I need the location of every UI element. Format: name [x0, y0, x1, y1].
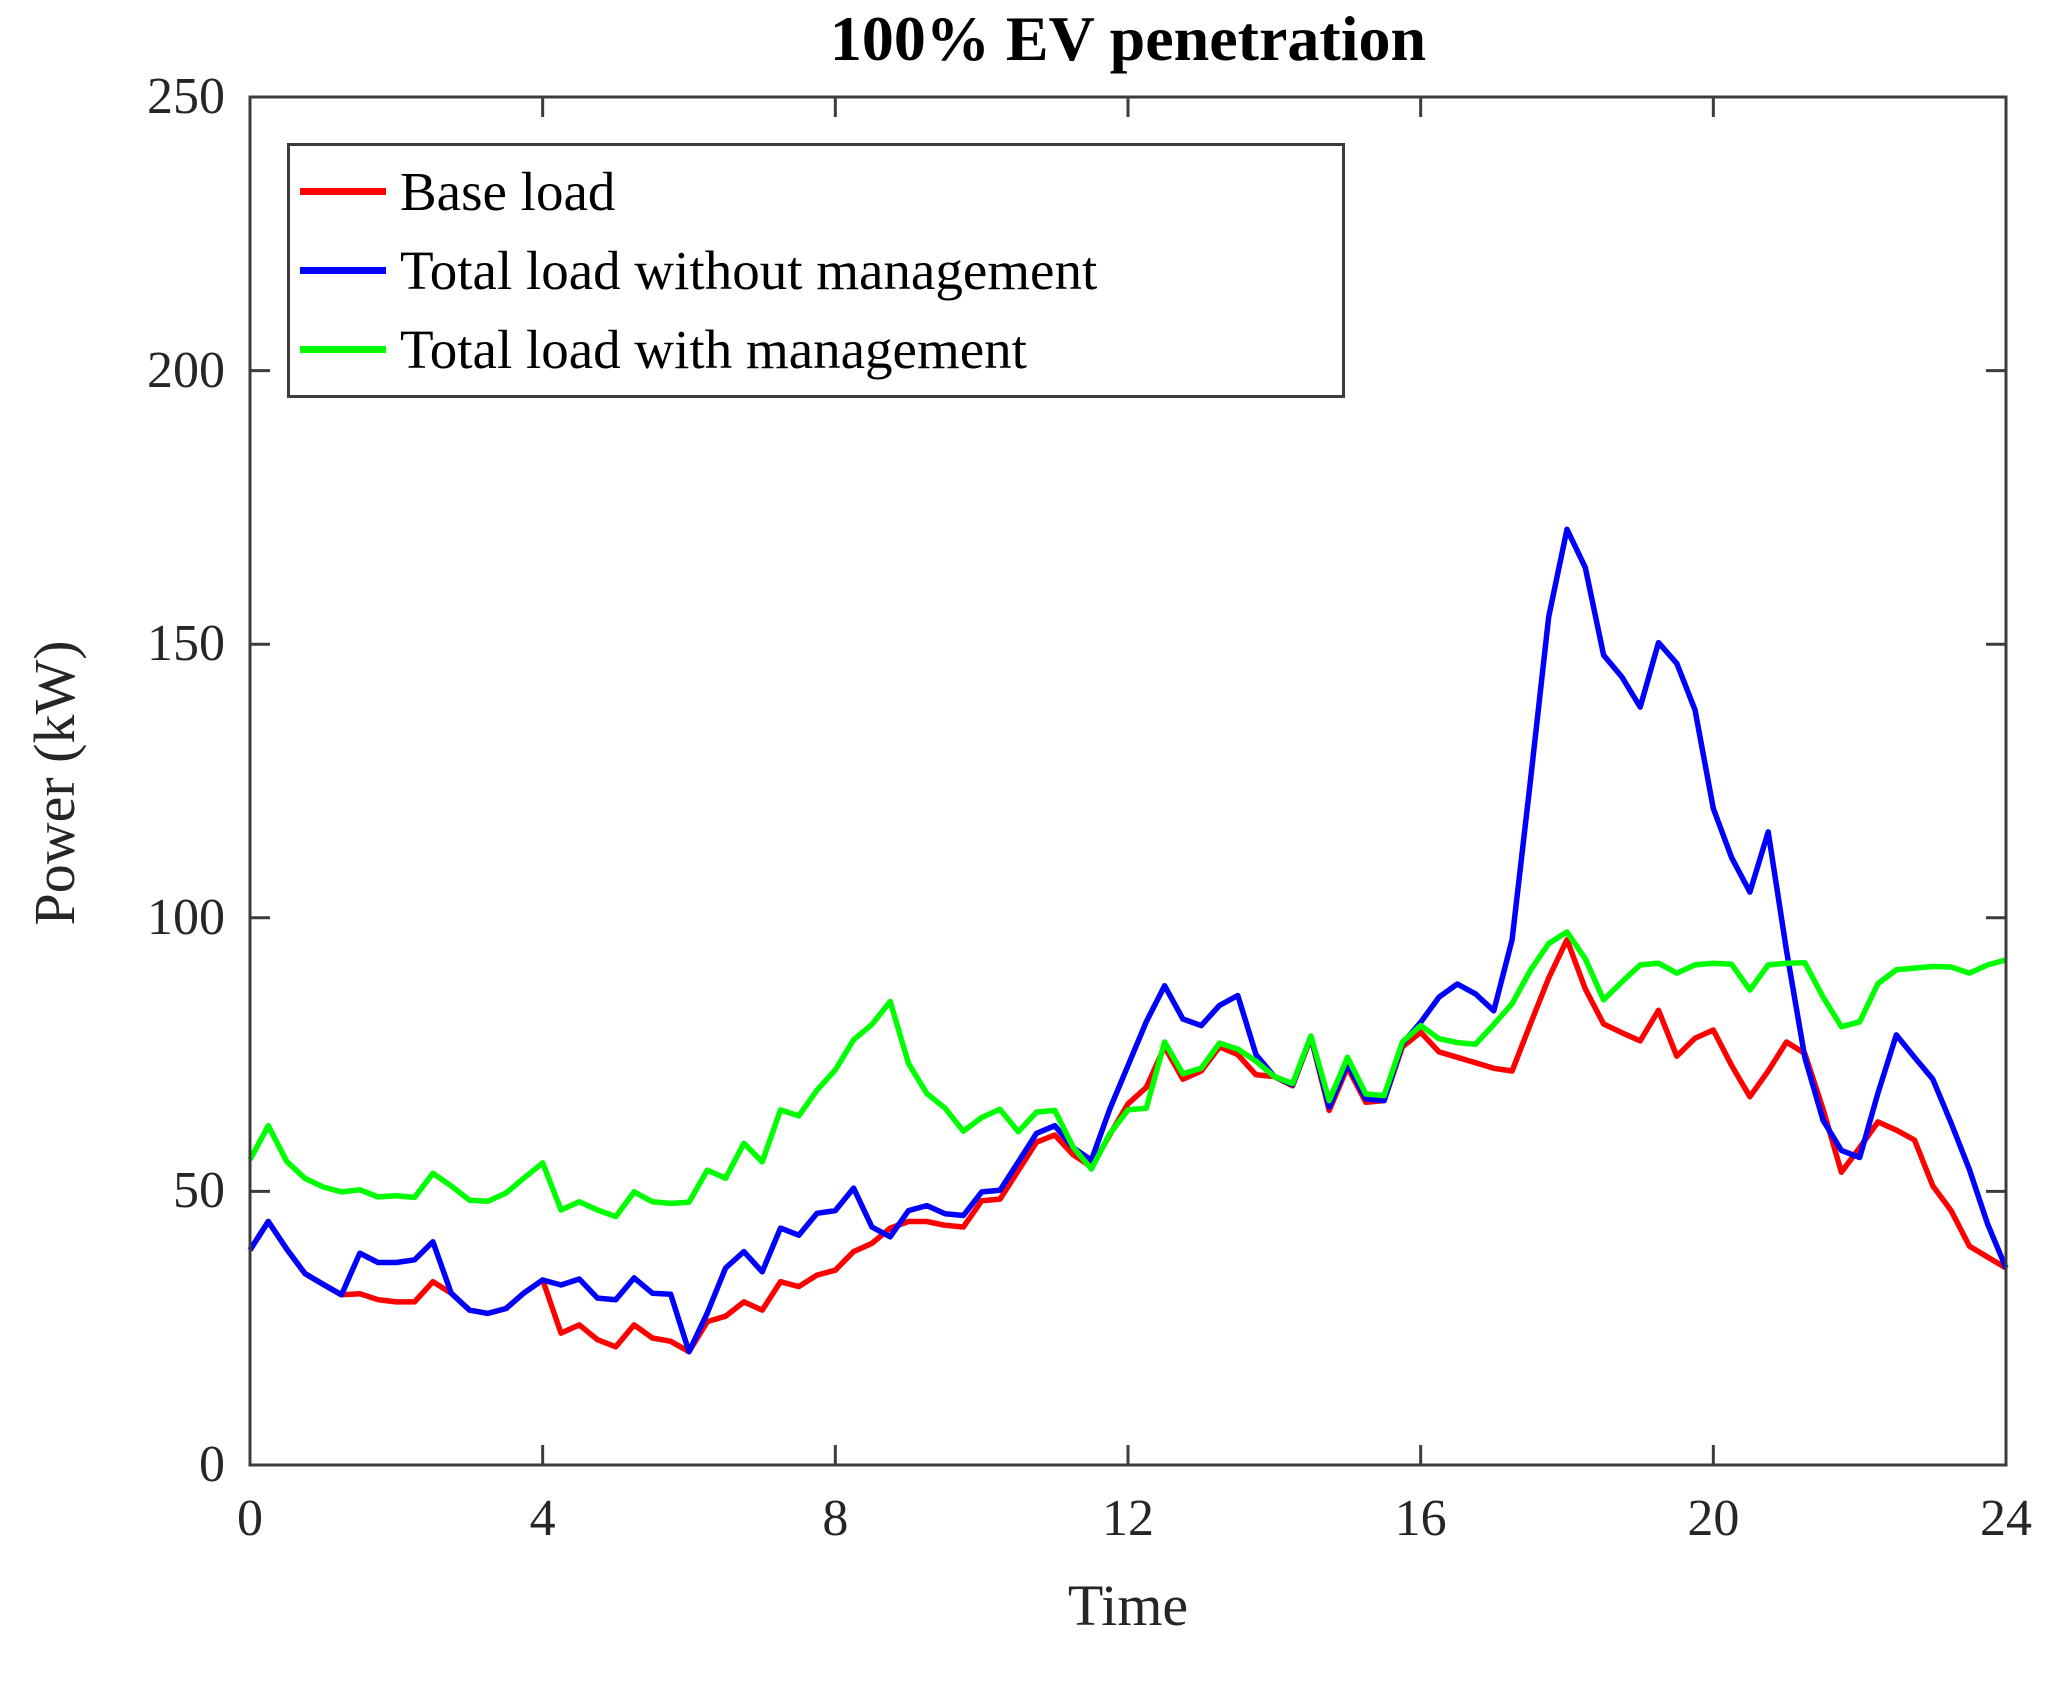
legend-line-sample-green [300, 346, 386, 353]
y-tick-label: 150 [147, 615, 225, 673]
x-tick-label: 24 [1980, 1490, 2032, 1547]
series-line-total-load-with-management [247, 929, 2007, 1220]
legend-label: Total load without management [400, 240, 1098, 301]
legend-item-total-load-without-management: Total load without management [290, 243, 1342, 298]
series-line-total-load-without-management [247, 526, 2009, 1355]
x-tick-label: 8 [822, 1490, 849, 1547]
legend-label: Total load with management [400, 319, 1027, 380]
legend-item-total-load-with-management: Total load with management [290, 322, 1342, 377]
y-tick-label: 250 [147, 68, 225, 125]
y-tick-label: 200 [147, 341, 225, 399]
legend-label: Base load [400, 161, 616, 222]
y-tick-label: 0 [199, 1436, 225, 1493]
chart-title: 100% EV penetration [829, 3, 1427, 74]
x-axis-label: Time [1067, 1573, 1189, 1638]
x-tick-label: 16 [1394, 1490, 1447, 1547]
legend-box: Base load Total load without management … [287, 143, 1345, 398]
legend-line-sample-red [300, 188, 386, 195]
x-tick-label: 0 [237, 1490, 263, 1547]
y-tick-label: 100 [147, 888, 225, 946]
y-axis-label: Power (kW) [22, 640, 87, 926]
legend-item-base-load: Base load [290, 164, 1342, 219]
x-tick-label: 12 [1102, 1490, 1154, 1547]
y-tick-label: 50 [173, 1162, 225, 1220]
legend-line-sample-blue [300, 267, 386, 274]
x-tick-label: 4 [529, 1490, 556, 1547]
x-tick-label: 20 [1687, 1490, 1740, 1547]
series-line-base-load [247, 936, 2008, 1355]
